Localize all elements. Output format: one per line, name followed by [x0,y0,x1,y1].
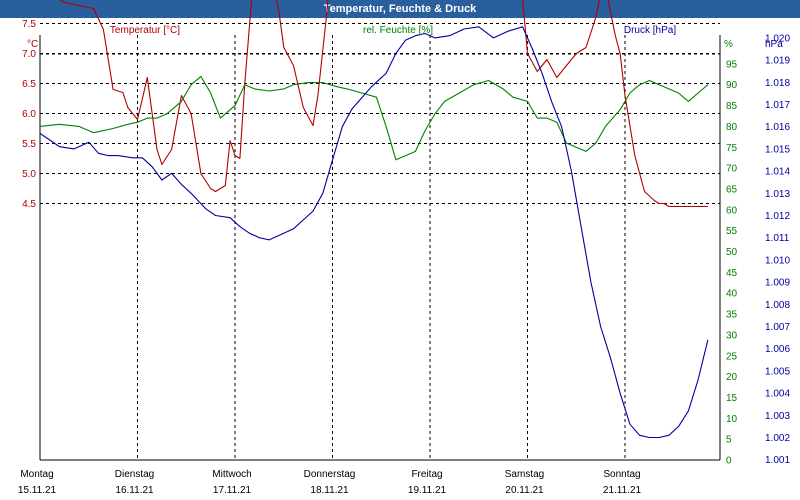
temp-tick-label: 5.5 [22,139,36,150]
humidity-unit-label: % [724,39,733,50]
axis-labels: 10.510.09.59.08.58.07.57.06.56.05.55.04.… [18,19,791,496]
pressure-tick-label: 1.009 [765,278,790,289]
pressure-tick-label: 1.006 [765,344,790,355]
x-tick-day: Mittwoch [212,469,251,480]
temp-unit-label: °C [27,39,38,50]
series-line-temperature [59,0,708,208]
pressure-tick-label: 1.008 [765,300,790,311]
humidity-tick-label: 20 [726,372,738,383]
humidity-tick-label: 65 [726,184,738,195]
x-tick-date: 15.11.21 [18,485,57,496]
series-line-humidity [39,75,709,161]
temp-tick-label: 6.0 [22,109,36,120]
humidity-tick-label: 80 [726,122,738,133]
pressure-tick-label: 1.013 [765,189,790,200]
x-tick-day: Montag [20,469,53,480]
humidity-tick-label: 50 [726,247,738,258]
pressure-tick-label: 1.014 [765,167,790,178]
humidity-tick-label: 10 [726,414,738,425]
plot-frame [39,35,721,461]
temp-axis-title: Temperatur [°C] [110,25,180,36]
pressure-tick-label: 1.018 [765,78,790,89]
humidity-tick-label: 45 [726,268,738,279]
x-tick-day: Sonntag [603,469,640,480]
x-tick-date: 17.11.21 [213,485,252,496]
x-tick-date: 18.11.21 [310,485,349,496]
pressure-tick-label: 1.012 [765,211,790,222]
pressure-unit-label: hPa [765,39,783,50]
x-tick-day: Freitag [411,469,442,480]
x-tick-date: 21.11.21 [603,485,642,496]
humidity-tick-label: 40 [726,289,738,300]
pressure-tick-label: 1.011 [765,233,790,244]
temp-tick-label: 6.5 [22,79,36,90]
humidity-axis-title: rel. Feuchte [%] [363,25,433,36]
humidity-tick-label: 90 [726,80,738,91]
temp-tick-label: 7.5 [22,19,36,30]
humidity-tick-label: 30 [726,330,738,341]
temp-tick-label: 7.0 [22,49,36,60]
temp-tick-label: 4.5 [22,199,36,210]
temp-tick-label: 5.0 [22,169,36,180]
humidity-tick-label: 85 [726,101,738,112]
humidity-tick-label: 5 [726,435,732,446]
x-tick-day: Samstag [505,469,544,480]
series-layer [39,0,709,439]
x-tick-day: Dienstag [115,469,154,480]
x-tick-date: 16.11.21 [115,485,154,496]
humidity-tick-label: 15 [726,393,738,404]
pressure-tick-label: 1.004 [765,389,790,400]
pressure-axis-title: Druck [hPa] [624,25,676,36]
chart-title: Temperatur, Feuchte & Druck [0,0,800,18]
series-line-pressure [39,26,709,439]
pressure-tick-label: 1.019 [765,56,790,67]
pressure-tick-label: 1.003 [765,411,790,422]
humidity-tick-label: 60 [726,205,738,216]
pressure-tick-label: 1.017 [765,100,790,111]
grid-lines [40,23,720,460]
pressure-tick-label: 1.007 [765,322,790,333]
pressure-tick-label: 1.010 [765,255,790,266]
x-tick-date: 20.11.21 [505,485,544,496]
pressure-tick-label: 1.005 [765,366,790,377]
humidity-tick-label: 35 [726,310,738,321]
humidity-tick-label: 0 [726,456,732,467]
pressure-tick-label: 1.020 [765,33,790,44]
x-tick-date: 19.11.21 [408,485,447,496]
pressure-tick-label: 1.016 [765,122,790,133]
pressure-tick-label: 1.015 [765,144,790,155]
humidity-tick-label: 95 [726,59,738,70]
pressure-tick-label: 1.001 [765,455,790,466]
humidity-tick-label: 70 [726,164,738,175]
pressure-tick-label: 1.002 [765,433,790,444]
humidity-tick-label: 75 [726,143,738,154]
humidity-tick-label: 55 [726,226,738,237]
x-tick-day: Donnerstag [304,469,356,480]
humidity-tick-label: 25 [726,351,738,362]
